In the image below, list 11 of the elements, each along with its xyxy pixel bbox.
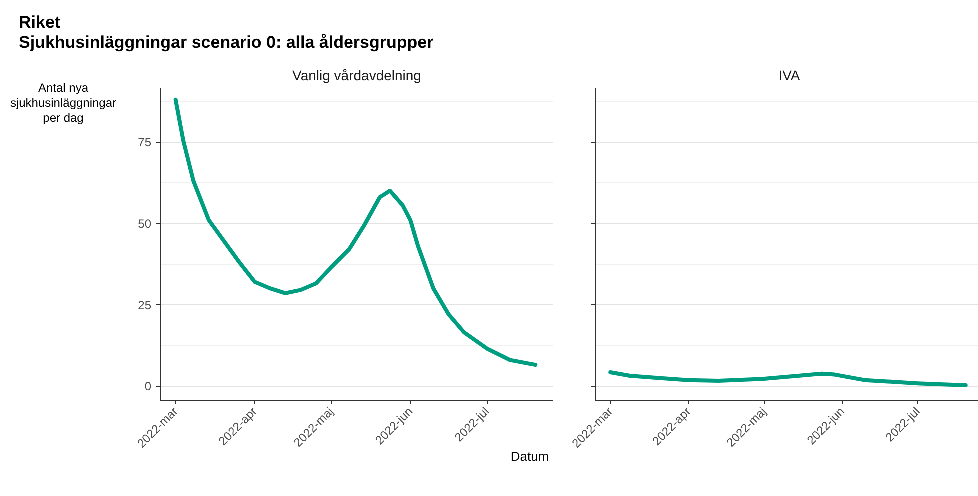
y-tick-label: 0 [144,380,152,394]
text: Riket [19,13,61,32]
text: Sjukhusinläggningar scenario 0: alla åldersgrupper [19,33,434,52]
y-tick-label: 25 [138,298,152,312]
y-axis-title: Antal nya sjukhusinläggningar per dag [9,81,118,126]
y-tick-label: 75 [138,136,152,150]
x-axis-title: Datum [510,448,550,466]
line-series [174,98,538,368]
chart-title: IVA [778,68,801,84]
y-tick-label: 50 [138,217,152,232]
chart-title: Vanlig vårdavdelning [292,68,422,84]
